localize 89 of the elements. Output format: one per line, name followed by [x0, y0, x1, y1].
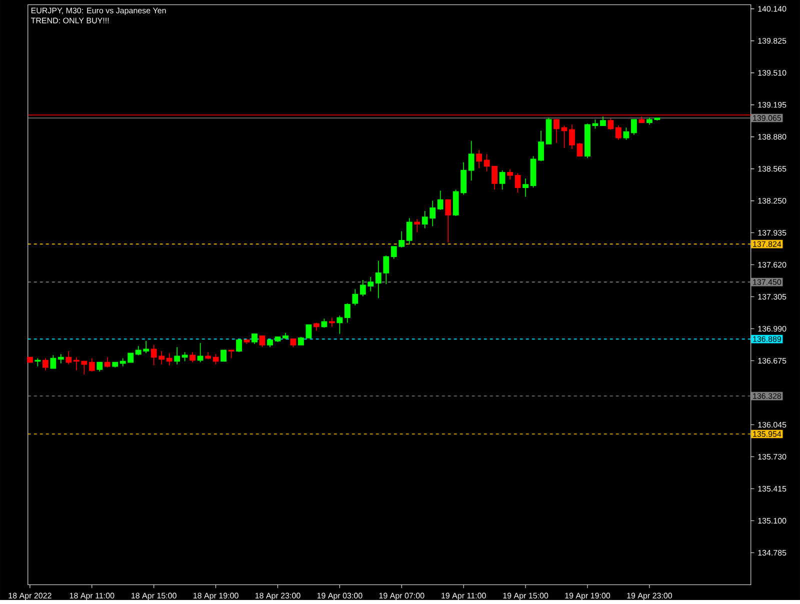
candlestick: [630, 118, 637, 135]
candlestick: [522, 178, 528, 197]
y-tick-label: 135.730: [758, 454, 786, 460]
candlestick: [406, 217, 412, 245]
x-tick-label: 18 Apr 23:00: [255, 592, 300, 600]
y-tick-label: 136.045: [758, 422, 786, 428]
candlestick: [468, 140, 474, 181]
chart-title: EURJPY, M30: Euro vs Japanese Yen: [31, 7, 166, 15]
y-tick-label: 139.825: [758, 38, 786, 44]
x-tick-label: 19 Apr 15:00: [503, 592, 548, 600]
y-tick-label: 136.990: [758, 326, 786, 332]
candlestick: [88, 358, 95, 372]
candlestick: [437, 190, 444, 210]
candlestick: [608, 118, 614, 130]
candlestick: [174, 346, 180, 364]
candlestick: [298, 336, 304, 346]
y-tick-label: 134.785: [758, 550, 786, 556]
candlestick: [328, 316, 335, 327]
x-tick-label: 19 Apr 03:00: [317, 592, 362, 600]
candlestick: [252, 333, 258, 344]
y-tick-label: 137.305: [758, 294, 786, 300]
y-tick-label: 139.195: [758, 102, 786, 108]
candlestick: [282, 332, 288, 340]
y-tick-label: 137.935: [758, 230, 786, 236]
x-tick-label: 19 Apr 07:00: [379, 592, 424, 600]
text: TREND: ONLY BUY!!!: [31, 17, 109, 24]
candlestick: [290, 338, 296, 348]
candlestick: [205, 352, 212, 360]
x-tick-label: 18 Apr 2022: [8, 592, 52, 600]
y-tick-label: 140.140: [758, 6, 786, 12]
candlestick: [616, 124, 622, 140]
candlestick: [352, 288, 358, 306]
candlestick: [259, 335, 266, 348]
candlestick: [507, 168, 514, 180]
candlestick: [600, 116, 606, 126]
x-tick-label: 18 Apr 19:00: [193, 592, 238, 600]
candlestick: [344, 302, 350, 323]
candlestick: [228, 349, 234, 358]
ref-line-label: 139.065: [753, 114, 782, 121]
candlestick: [26, 356, 33, 362]
x-tick-label: 18 Apr 15:00: [132, 592, 176, 600]
candlestick: [267, 339, 273, 348]
candlestick: [584, 122, 590, 158]
candlestick: [58, 354, 64, 364]
y-tick-label: 138.880: [758, 134, 786, 140]
y-tick-label: 137.620: [758, 262, 786, 268]
candlestick: [476, 149, 482, 168]
candlestick: [538, 130, 544, 162]
y-tick-label: 135.100: [758, 518, 786, 524]
ref-line-label: 137.824: [753, 241, 782, 247]
candlestick: [336, 314, 343, 334]
candlestick: [554, 118, 560, 144]
candlestick: [592, 118, 598, 129]
candlestick: [306, 324, 312, 338]
candlestick: [50, 354, 56, 369]
ref-line-label: 135.954: [753, 430, 782, 437]
candlestick: [414, 218, 420, 232]
candlestick: [314, 322, 320, 331]
candlestick: [499, 170, 506, 190]
candlestick: [445, 199, 452, 243]
candlestick: [530, 155, 536, 188]
x-tick-label: 19 Apr 19:00: [565, 592, 610, 600]
ref-line-label: 136.328: [753, 392, 782, 399]
ref-line-label: 136.889: [753, 336, 782, 342]
y-tick-label: 139.510: [758, 70, 786, 76]
candlestick: [212, 354, 219, 364]
ref-line-label: 137.450: [753, 278, 782, 285]
candlestick: [42, 358, 48, 371]
x-tick-label: 18 Apr 11:00: [70, 592, 114, 600]
y-tick-label: 136.675: [758, 358, 786, 364]
x-tick-label: 19 Apr 11:00: [442, 592, 486, 600]
candlestick: [96, 362, 103, 372]
candlestick: [220, 349, 226, 362]
y-tick-label: 135.415: [758, 486, 786, 492]
candlestick: [546, 116, 552, 144]
candlestick: [244, 338, 250, 344]
candlestick: [190, 352, 196, 362]
candlestick: [112, 362, 118, 368]
y-tick-label: 138.565: [758, 166, 786, 172]
candlestick: [623, 127, 630, 140]
candlestick: [274, 336, 281, 342]
candlestick: [514, 172, 521, 193]
candlestick: [66, 350, 72, 364]
candlestick: [104, 356, 110, 368]
candlestick: [576, 142, 583, 156]
y-tick-label: 138.250: [758, 198, 786, 204]
x-tick-label: 19 Apr 23:00: [627, 592, 672, 600]
candlestick: [569, 124, 575, 150]
candlestick: [236, 338, 242, 352]
